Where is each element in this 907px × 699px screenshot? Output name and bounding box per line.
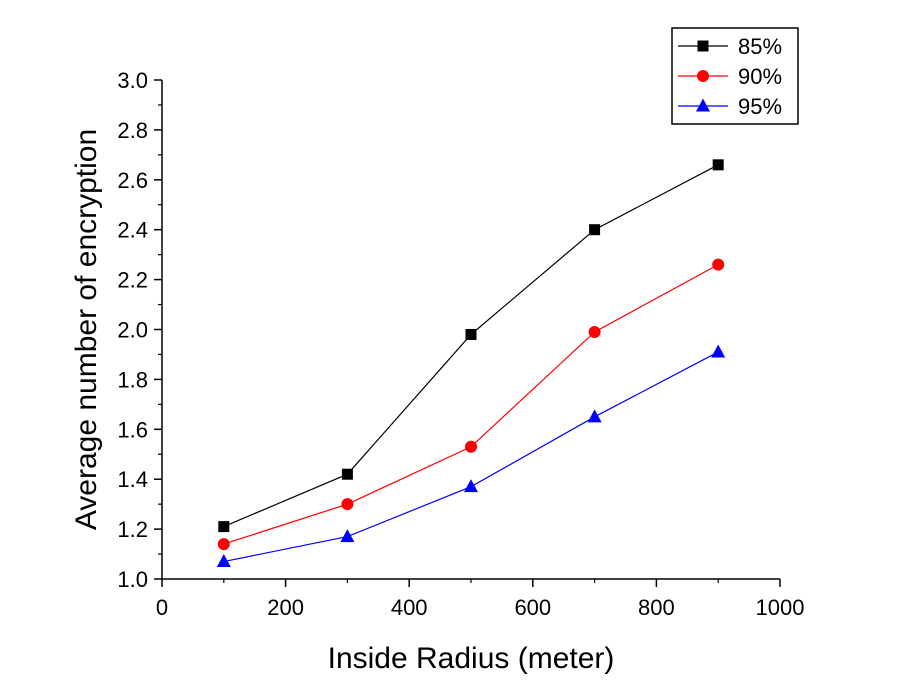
y-tick-label: 3.0 — [117, 68, 148, 93]
series-line-85pct — [223, 164, 719, 528]
x-axis-title: Inside Radius (meter) — [328, 642, 615, 675]
y-tick-label: 2.0 — [117, 318, 148, 343]
y-tick-label: 1.6 — [117, 417, 148, 442]
data-point-90pct — [588, 325, 601, 338]
legend-marker — [697, 70, 709, 82]
axes: 1.0 1.2 1.4 1.6 1.8 2.0 2.2 2.4 2.6 2.8 3.0 0 200 400… — [117, 68, 804, 620]
data-point-95pct — [587, 409, 602, 423]
legend-item-95pct: 95% — [678, 94, 782, 119]
y-tick-label: 2.2 — [117, 268, 148, 293]
y-tick-label: 1.0 — [117, 567, 148, 592]
legend-label: 95% — [738, 94, 782, 119]
data-point-85pct — [712, 159, 724, 171]
legend-label: 85% — [738, 34, 782, 59]
data-point-90pct — [217, 538, 230, 551]
x-tick-label: 0 — [156, 595, 168, 620]
data-point-85pct — [218, 521, 230, 533]
data-point-85pct — [589, 224, 601, 236]
y-tick-label: 2.6 — [117, 168, 148, 193]
series-layer — [216, 159, 726, 568]
y-tick-label: 1.2 — [117, 517, 148, 542]
data-point-95pct — [464, 479, 478, 493]
data-point-90pct — [341, 498, 354, 511]
x-tick-label: 1000 — [756, 595, 805, 620]
series-line-95pct — [223, 351, 719, 563]
legend-label: 90% — [738, 64, 782, 89]
data-point-90pct — [712, 258, 725, 271]
legend-item-85pct: 85% — [678, 34, 782, 59]
x-tick-label: 200 — [267, 595, 304, 620]
series-90pct — [217, 258, 725, 551]
legend-marker — [696, 98, 710, 112]
legend: 85% 90% 95% — [671, 27, 799, 125]
data-point-95pct — [711, 344, 726, 358]
y-tick-label: 2.8 — [117, 118, 148, 143]
series-95pct — [216, 344, 726, 568]
y-tick-label: 2.4 — [117, 218, 148, 243]
data-point-85pct — [465, 328, 477, 340]
data-point-95pct — [340, 529, 355, 543]
x-tick-label: 400 — [391, 595, 428, 620]
y-tick-label: 1.4 — [117, 467, 148, 492]
legend-item-90pct: 90% — [678, 64, 782, 89]
series-85pct — [218, 159, 724, 533]
data-point-90pct — [465, 440, 477, 453]
series-line-90pct — [223, 264, 719, 545]
x-tick-label: 800 — [638, 595, 675, 620]
x-tick-label: 600 — [514, 595, 551, 620]
y-tick-label: 1.8 — [117, 367, 148, 392]
data-point-85pct — [341, 468, 353, 480]
data-point-95pct — [216, 554, 231, 568]
y-axis-title: Average number of encryption — [70, 129, 103, 530]
legend-marker — [697, 40, 709, 52]
